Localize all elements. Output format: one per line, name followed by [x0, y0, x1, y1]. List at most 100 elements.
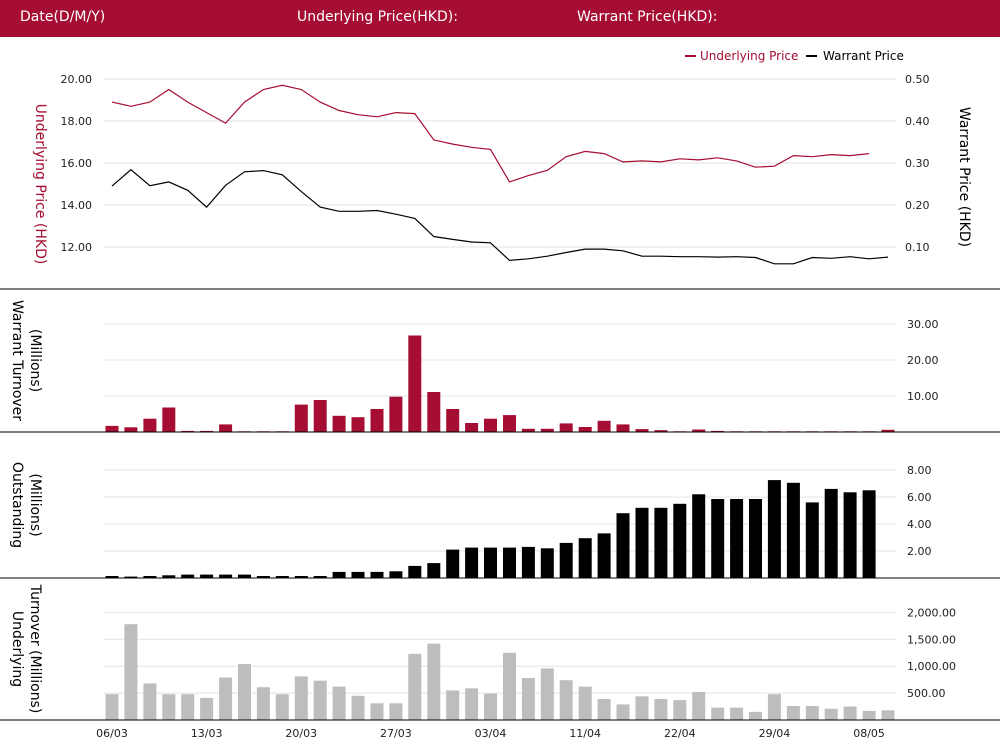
- bar: [332, 686, 346, 720]
- bar: [503, 415, 516, 432]
- bar: [805, 502, 819, 578]
- bar: [711, 707, 725, 720]
- bar: [294, 576, 308, 578]
- bar: [256, 576, 270, 578]
- x-tick-label: 20/03: [285, 727, 317, 740]
- y-left-tick-label: 12.00: [61, 241, 93, 254]
- bar: [332, 571, 346, 578]
- y-tick-label: 10.00: [907, 390, 939, 403]
- bar: [351, 571, 365, 578]
- bar: [408, 565, 422, 578]
- y-tick-label: 4.00: [907, 518, 932, 531]
- y-tick-label: 30.00: [907, 318, 939, 331]
- y-axis-title-line: Outstanding: [9, 462, 25, 548]
- x-tick-label: 29/04: [759, 727, 791, 740]
- x-tick-label: 11/04: [569, 727, 601, 740]
- bar: [749, 499, 762, 578]
- bar: [597, 699, 611, 720]
- underlying-price-line: [111, 84, 870, 183]
- bar: [578, 538, 592, 578]
- bar: [711, 499, 725, 578]
- bar: [654, 699, 668, 720]
- underlying-price-label: Underlying Price(HKD):: [297, 9, 458, 25]
- bar: [105, 425, 119, 432]
- bar: [124, 427, 138, 432]
- bar: [238, 574, 251, 578]
- bar: [351, 417, 365, 432]
- bar: [143, 576, 157, 578]
- legend-warrant-label: Warrant Price: [823, 49, 904, 63]
- bar: [219, 574, 233, 578]
- bar: [200, 574, 214, 578]
- x-tick-label: 03/04: [475, 727, 507, 740]
- bar: [730, 499, 744, 578]
- y-tick-label: 8.00: [907, 464, 932, 477]
- header-bar: Date(D/M/Y) Underlying Price(HKD): Warra…: [0, 0, 1000, 37]
- bar: [862, 710, 876, 720]
- bar: [578, 686, 592, 720]
- bar: [521, 428, 535, 432]
- bar: [692, 692, 706, 720]
- bar: [692, 429, 706, 432]
- bar: [635, 429, 649, 432]
- y-axis-title-line: Warrant Turnover: [9, 300, 25, 421]
- legend-underlying-label: Underlying Price: [700, 49, 798, 63]
- bar: [521, 678, 535, 720]
- bar: [711, 430, 725, 432]
- bar: [540, 668, 554, 720]
- y-left-tick-label: 14.00: [61, 199, 93, 212]
- bar: [597, 420, 611, 432]
- bar: [597, 533, 611, 578]
- bar: [503, 652, 516, 721]
- bar: [313, 576, 327, 578]
- bar: [843, 492, 857, 578]
- x-tick-label: 22/04: [664, 727, 696, 740]
- warrant-chart: 12.00 14.00 16.00 18.00 20.00 0.10 0.20 0.30 0.4…: [0, 49, 1000, 740]
- y-left-tick-label: 20.00: [61, 73, 93, 86]
- y-tick-label: 2,000.00: [907, 606, 956, 619]
- bar: [143, 418, 157, 432]
- bar: [484, 693, 497, 720]
- bar: [256, 687, 270, 720]
- bar: [427, 392, 441, 432]
- bar: [162, 575, 176, 578]
- bar: [616, 704, 630, 720]
- bar: [730, 707, 744, 720]
- y-axis-title: Outstanding (Millions): [9, 462, 43, 548]
- bar: [805, 706, 819, 720]
- bar: [181, 574, 195, 578]
- bar: [124, 624, 138, 720]
- bar: [616, 513, 630, 578]
- y-right-tick-label: 0.30: [905, 157, 930, 170]
- bar: [427, 643, 441, 720]
- bar: [389, 571, 403, 579]
- bar: [465, 547, 479, 578]
- bar: [275, 694, 289, 720]
- bar: [351, 695, 365, 720]
- bar: [389, 703, 403, 720]
- x-tick-label: 08/05: [853, 727, 885, 740]
- bar: [181, 430, 195, 432]
- bar: [786, 706, 800, 720]
- y-tick-label: 1,500.00: [907, 633, 956, 646]
- y-left-tick-label: 18.00: [61, 115, 93, 128]
- bar: [824, 708, 838, 720]
- bar: [200, 430, 214, 432]
- bar: [238, 664, 251, 720]
- y-tick-label: 1,000.00: [907, 660, 956, 673]
- y-axis-title: Warrant Turnover (Millions): [9, 300, 43, 421]
- x-tick-label: 06/03: [96, 727, 128, 740]
- bar: [635, 507, 649, 578]
- bar: [294, 676, 308, 720]
- y-right-tick-label: 0.10: [905, 241, 930, 254]
- bar: [862, 490, 876, 579]
- bar: [275, 576, 289, 578]
- bar: [181, 694, 195, 720]
- bar: [162, 407, 176, 432]
- bar: [313, 680, 327, 720]
- warrant-price-line: [111, 168, 889, 265]
- bar: [408, 335, 422, 432]
- y-tick-label: 500.00: [907, 687, 946, 700]
- bar: [692, 494, 706, 578]
- bar: [503, 547, 516, 578]
